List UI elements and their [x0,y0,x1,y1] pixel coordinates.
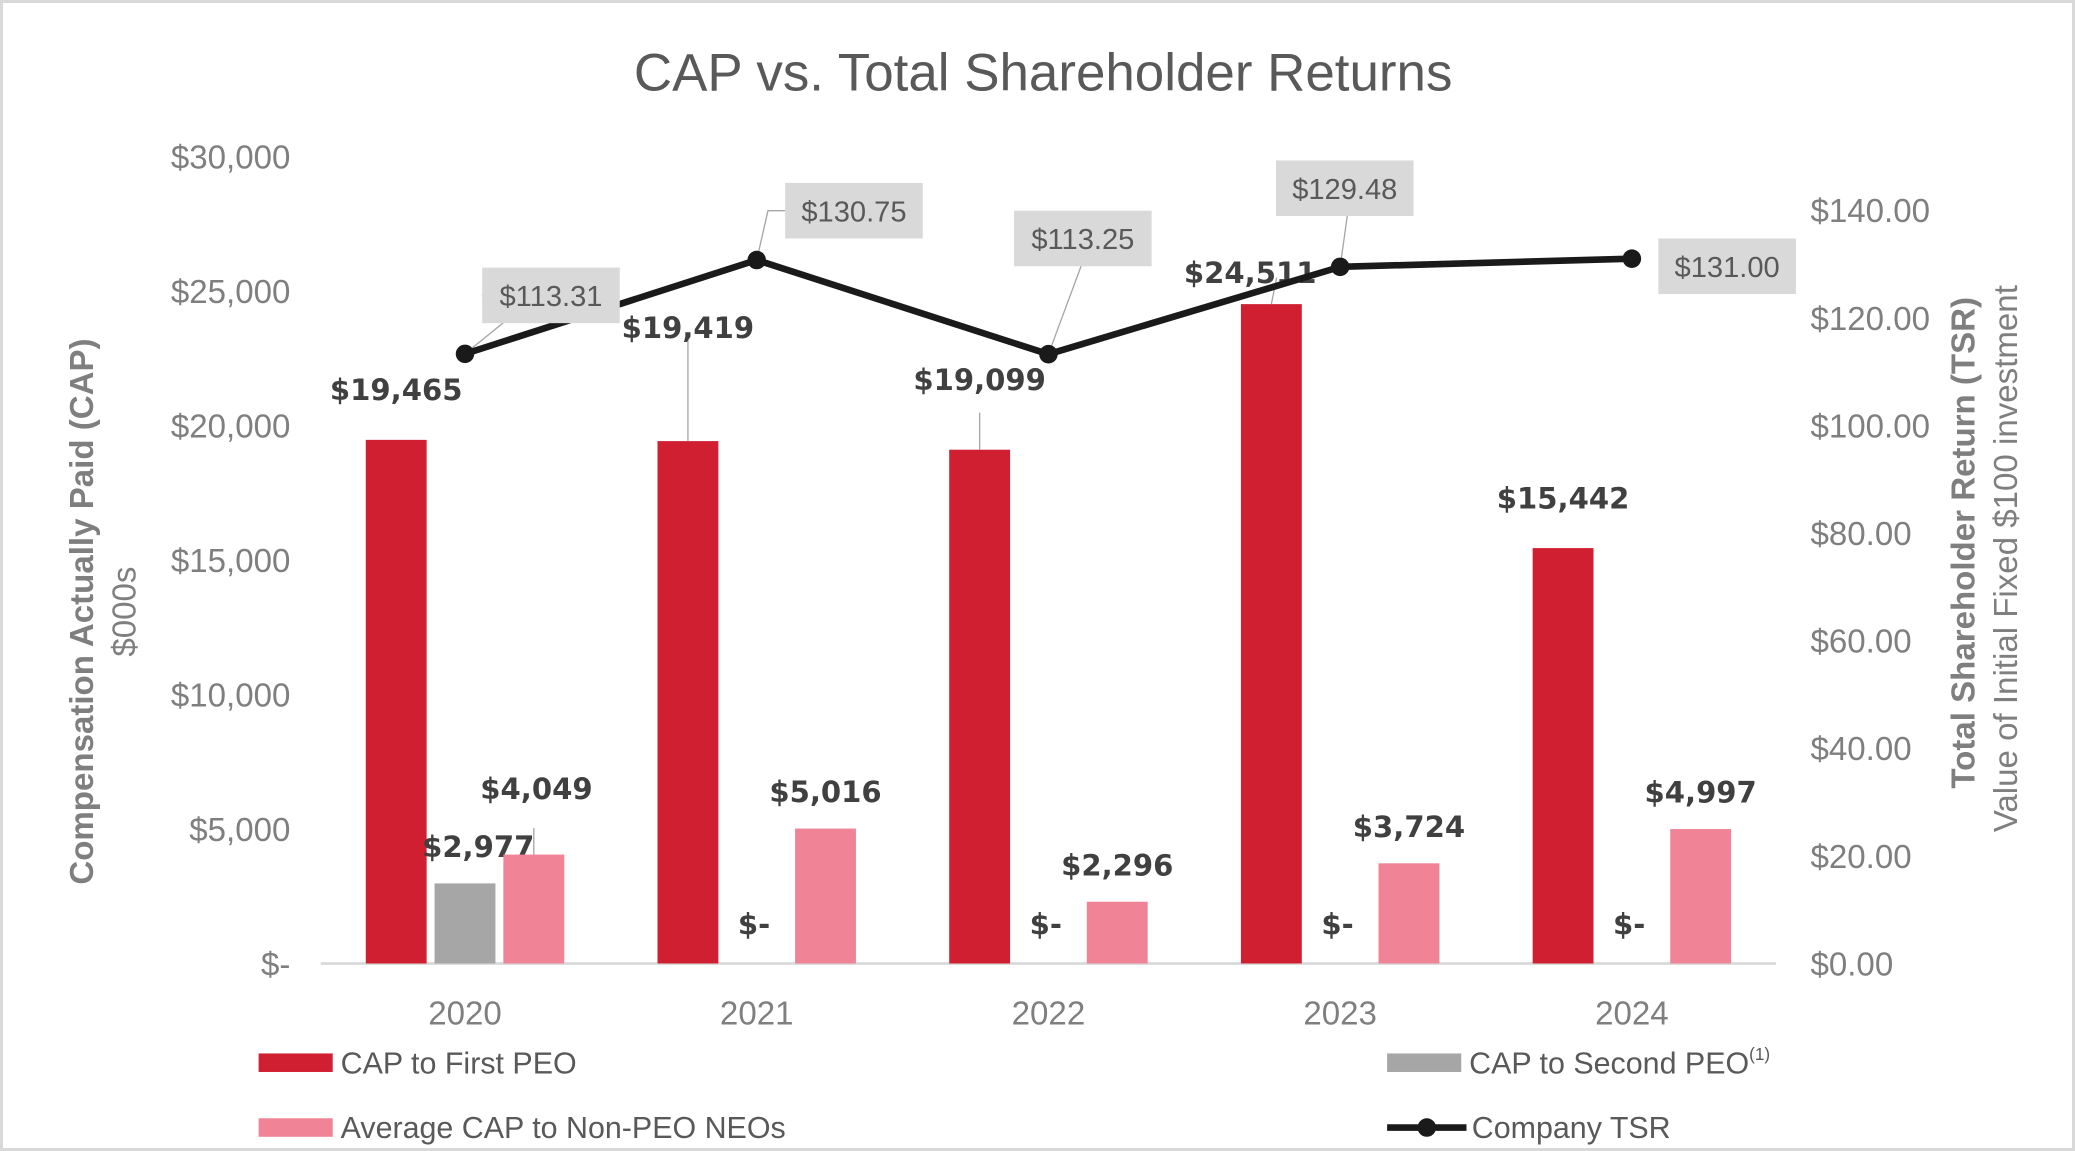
tsr-point [455,344,475,364]
bar-second-peo [434,883,496,964]
legend-label: Company TSR [1472,1111,1671,1145]
legend-label-text: CAP to Second PEO [1469,1046,1749,1080]
bar-non-peo-neo [1378,863,1440,964]
tsr-point [1039,344,1058,364]
y-axis-label: Compensation Actually Paid (CAP) [64,338,101,884]
x-tick-label: 2020 [428,995,502,1032]
data-label: $- [738,907,770,941]
legend-label-text: CAP to First PEO [341,1046,577,1080]
legend-label: CAP to Second PEO(1) [1469,1044,1770,1080]
tsr-label-box [1658,238,1796,295]
data-label: $24,511 [1184,256,1317,290]
tsr-data-label: $131.00 [1675,252,1780,284]
tsr-point [747,250,766,270]
chart-title: CAP vs. Total Shareholder Returns [634,43,1453,102]
bar-first-peo [949,449,1011,964]
x-tick-label: 2023 [1303,995,1377,1032]
data-label: $- [1321,907,1353,941]
data-label: $2,296 [1061,848,1173,882]
legend-swatch [258,1118,333,1137]
y-tick-label: $20,000 [171,408,291,445]
y-axis-sublabel: $000s [107,567,144,657]
tsr-label-box [1275,160,1414,217]
bar-non-peo-neo [1670,829,1732,964]
tsr-label-leader [756,210,786,261]
y2-tick-label: $140.00 [1810,193,1930,230]
data-label-leader [1270,277,1278,305]
tsr-label-box [482,267,620,324]
bar-non-peo-neo [503,854,565,964]
legend-marker [1417,1118,1437,1137]
tsr-data-label: $113.31 [499,281,602,313]
y-tick-label: $- [261,946,290,983]
data-label: $3,724 [1353,810,1465,844]
y2-axis-sublabel: Value of Initial Fixed $100 investment [1988,285,2025,832]
tsr-point [1330,257,1350,277]
data-label: $15,442 [1497,481,1630,515]
tsr-label-box [1014,210,1152,267]
x-tick-label: 2021 [720,995,794,1032]
y-tick-label: $15,000 [171,543,291,580]
y-tick-label: $5,000 [189,812,290,849]
legend-superscript: (1) [1749,1044,1770,1064]
legend-label-text: Company TSR [1472,1111,1671,1145]
y2-tick-label: $40.00 [1810,731,1911,768]
x-tick-label: 2024 [1595,995,1669,1032]
legend-label: Average CAP to Non-PEO NEOs [341,1111,786,1145]
y2-tick-label: $20.00 [1810,839,1911,876]
data-label: $- [1613,907,1645,941]
data-label: $5,016 [769,775,881,809]
tsr-data-label: $129.48 [1292,174,1397,206]
data-label: $19,465 [330,373,463,407]
bar-first-peo [1532,548,1594,964]
legend-swatch [258,1053,333,1072]
legend-item: Average CAP to Non-PEO NEOs [258,1111,786,1145]
data-label: $19,419 [622,311,755,345]
y-tick-label: $10,000 [171,677,291,714]
data-label: $19,099 [913,363,1046,397]
tsr-point [1622,249,1642,268]
tsr-data-label: $130.75 [801,196,906,228]
data-label: $4,997 [1645,776,1757,810]
data-label: $- [1030,907,1062,941]
tsr-data-label: $113.25 [1031,224,1134,256]
y2-axis-label: Total Shareholder Return (TSR) [1946,297,1983,789]
data-label: $4,049 [480,772,592,806]
legend-item: CAP to Second PEO(1) [1387,1044,1770,1080]
bar-non-peo-neo [795,828,856,964]
legend-label: CAP to First PEO [341,1046,577,1080]
y2-tick-label: $60.00 [1810,624,1911,661]
y2-tick-label: $100.00 [1810,408,1930,445]
y2-tick-label: $80.00 [1810,516,1911,553]
bar-first-peo [1240,304,1302,964]
bar-non-peo-neo [1086,901,1148,964]
legend-swatch [1387,1053,1462,1072]
legend-item: CAP to First PEO [258,1046,577,1080]
tsr-label-box [785,182,923,239]
x-tick-label: 2022 [1012,995,1086,1032]
bar-first-peo [657,441,719,964]
y-tick-label: $30,000 [171,139,291,176]
y2-tick-label: $120.00 [1810,301,1930,338]
legend-item: Company TSR [1387,1111,1671,1145]
bar-first-peo [365,439,427,964]
cap-vs-tsr-chart: CAP vs. Total Shareholder Returns Compen… [64,43,2025,1145]
y-tick-label: $25,000 [171,274,291,311]
legend-label-text: Average CAP to Non-PEO NEOs [341,1111,786,1145]
y2-tick-label: $0.00 [1810,946,1893,983]
